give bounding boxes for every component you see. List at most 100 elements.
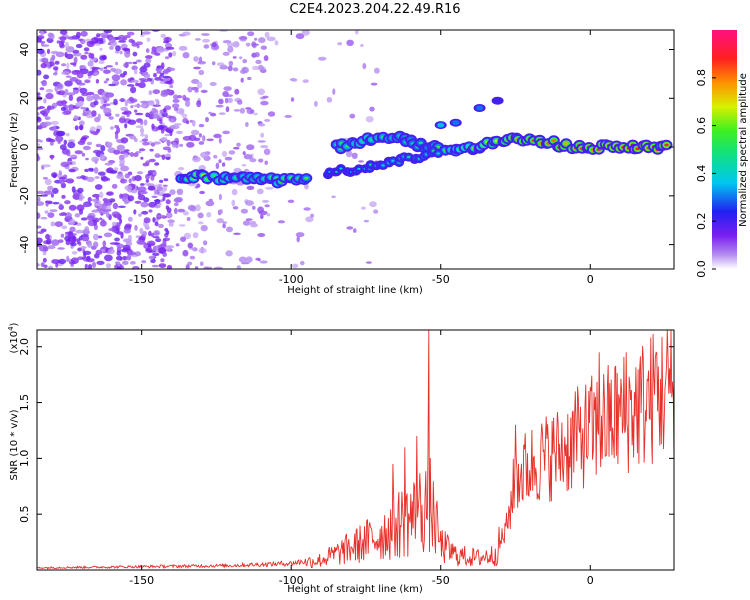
x-tick-label: 0 (587, 574, 594, 587)
noise-speck (262, 95, 269, 99)
noise-speck (90, 130, 98, 135)
noise-speck (50, 221, 56, 227)
noise-speck (351, 152, 358, 159)
noise-speck (118, 154, 125, 161)
y-tick-label: 2.0 (18, 338, 31, 356)
noise-speck (80, 136, 88, 141)
noise-speck (258, 37, 266, 44)
noise-speck (225, 106, 230, 113)
noise-speck (173, 123, 182, 126)
noise-speck (274, 40, 279, 46)
noise-speck (258, 158, 264, 163)
noise-speck (61, 194, 66, 199)
noise-speck (64, 80, 73, 87)
noise-speck (104, 254, 113, 262)
noise-speck (102, 197, 108, 202)
noise-speck (246, 144, 255, 151)
spectrogram-signal (175, 96, 673, 189)
noise-speck (44, 116, 51, 120)
noise-speck (42, 251, 47, 256)
noise-speck (227, 97, 234, 104)
noise-speck (141, 138, 149, 142)
noise-speck (37, 225, 42, 229)
noise-speck (250, 109, 254, 114)
noise-speck (93, 72, 100, 76)
noise-speck (130, 261, 136, 265)
noise-speck (287, 199, 295, 203)
noise-speck (145, 173, 150, 180)
noise-speck (129, 135, 137, 140)
noise-speck (102, 209, 112, 212)
noise-speck (128, 251, 136, 256)
noise-speck (332, 88, 336, 95)
noise-speck (346, 226, 354, 230)
noise-speck (103, 103, 111, 107)
noise-speck (98, 60, 105, 65)
noise-speck (66, 62, 70, 69)
noise-speck (93, 241, 99, 248)
noise-speck (223, 86, 232, 91)
noise-speck (130, 86, 137, 94)
signal-core (381, 164, 385, 167)
noise-speck (242, 220, 251, 226)
noise-speck (243, 154, 253, 160)
noise-speck (151, 107, 157, 114)
noise-speck (209, 82, 217, 86)
noise-speck (172, 51, 177, 57)
noise-speck (109, 45, 114, 50)
noise-speck (245, 122, 249, 127)
noise-speck (143, 197, 150, 203)
noise-speck (92, 193, 101, 198)
noise-speck (134, 138, 138, 142)
noise-speck (139, 71, 143, 74)
noise-speck (152, 171, 157, 176)
noise-speck (134, 112, 144, 116)
noise-speck (93, 100, 99, 106)
noise-speck (252, 65, 260, 71)
noise-speck (154, 230, 160, 236)
noise-speck (66, 255, 70, 262)
noise-speck (154, 198, 161, 205)
x-tick-label: -100 (279, 273, 304, 286)
noise-speck (124, 123, 128, 129)
noise-speck (122, 260, 129, 265)
noise-speck (263, 148, 271, 156)
noise-speck (154, 162, 160, 166)
noise-speck (196, 81, 203, 89)
noise-speck (257, 88, 266, 96)
noise-speck (249, 158, 257, 163)
noise-speck (145, 178, 150, 183)
noise-speck (151, 264, 159, 268)
noise-speck (295, 232, 305, 238)
noise-speck (69, 226, 76, 233)
noise-speck (258, 123, 266, 127)
noise-speck (100, 145, 106, 152)
noise-speck (242, 67, 246, 74)
noise-speck (137, 186, 147, 193)
noise-speck (69, 162, 73, 165)
noise-speck (245, 256, 253, 263)
noise-speck (124, 100, 128, 107)
noise-speck (191, 79, 200, 84)
noise-speck (103, 66, 108, 70)
colorbar: 0.0 0.2 0.4 0.6 0.8 Normalized spectral ampl… (695, 30, 749, 278)
noise-speck (72, 87, 80, 90)
spectrogram-y-ticks: -40 -20 0 20 40 (18, 43, 674, 254)
noise-speck (159, 179, 164, 183)
noise-speck (37, 197, 41, 202)
noise-speck (277, 220, 285, 224)
noise-speck (234, 88, 240, 95)
noise-speck (111, 221, 118, 227)
noise-speck (164, 81, 173, 85)
noise-speck (163, 108, 167, 113)
noise-speck (198, 247, 207, 254)
noise-speck (126, 84, 135, 87)
noise-speck (132, 61, 138, 65)
noise-speck (358, 160, 364, 163)
noise-speck (82, 145, 91, 151)
noise-speck (164, 228, 169, 232)
upper-blob (494, 98, 502, 104)
noise-speck (121, 115, 126, 119)
noise-speck (86, 141, 93, 146)
signal-core (339, 167, 343, 170)
